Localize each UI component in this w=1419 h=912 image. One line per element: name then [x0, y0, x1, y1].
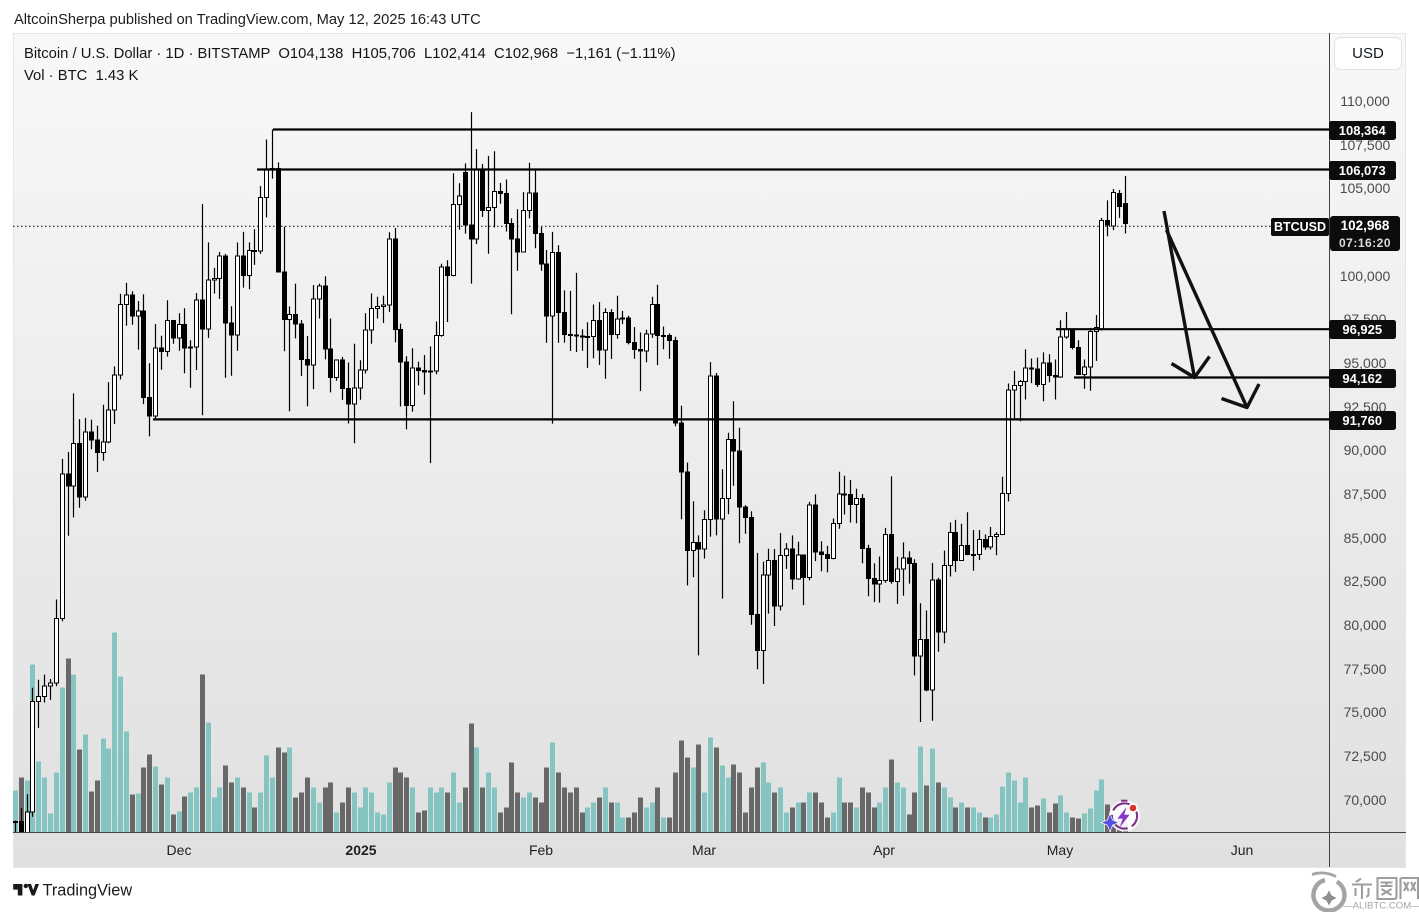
svg-text:—ALIBTC.COM—: —ALIBTC.COM— — [1343, 901, 1419, 912]
svg-text:TradingView: TradingView — [43, 882, 133, 900]
